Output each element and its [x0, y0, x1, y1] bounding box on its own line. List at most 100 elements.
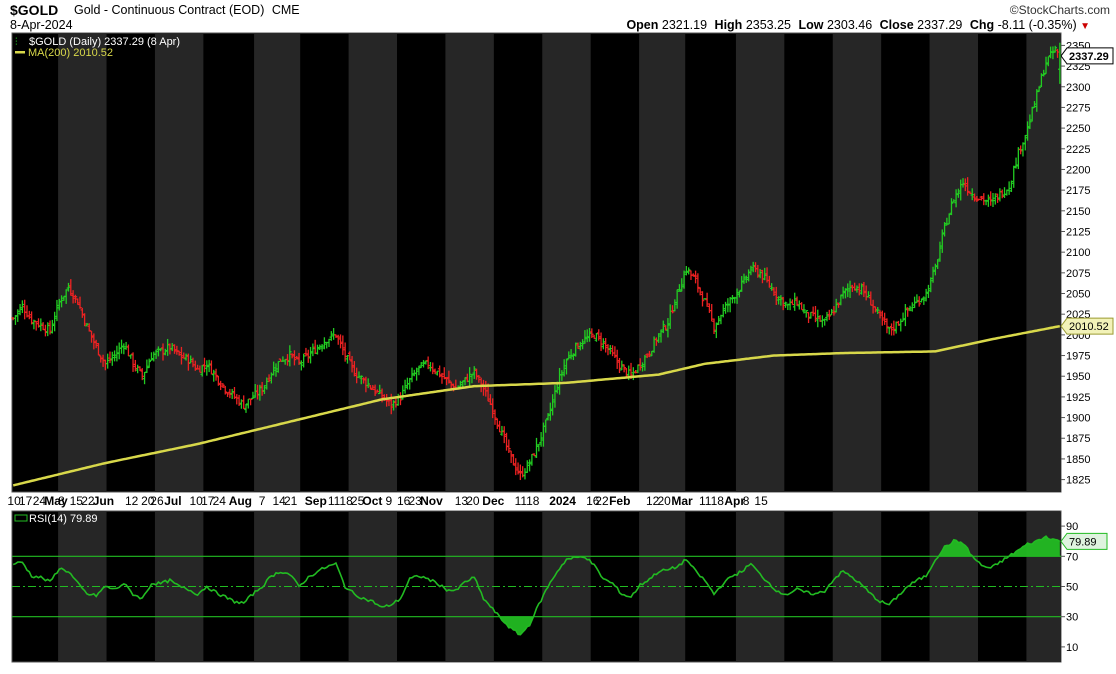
ohlc-bar: [200, 365, 205, 377]
ohlc-bar: [1007, 181, 1011, 195]
ohlc-bar: [301, 353, 306, 368]
ohlc-bar: [834, 298, 839, 313]
x-tick-label: 7: [259, 494, 266, 508]
ohlc-bar: [931, 266, 935, 283]
ohlc-bar: [509, 450, 513, 463]
ohlc-bar: [131, 352, 135, 372]
ohlc-bar: [1025, 121, 1030, 141]
chg-label: Chg: [969, 18, 995, 32]
ohlc-bar: [951, 199, 956, 203]
ohlc-bar: [862, 281, 866, 298]
ohlc-bar: [942, 222, 947, 237]
x-tick-label: 25: [351, 494, 365, 508]
ohlc-bar: [580, 339, 585, 350]
ohlc-bar: [45, 322, 50, 337]
ohlc-bar: [15, 309, 20, 322]
ohlc-bar: [776, 296, 781, 305]
ohlc-bar: [161, 343, 165, 361]
ohlc-bar: [527, 459, 532, 472]
ohlc-bar: [963, 178, 968, 192]
ohlc-bar: [78, 296, 82, 309]
ohlc-bar: [458, 380, 463, 388]
ohlc-bar: [1055, 48, 1060, 58]
ohlc-bar: [50, 319, 55, 334]
ohlc-bar: [859, 283, 864, 295]
price-badge-text: 2337.29: [1069, 51, 1109, 63]
ohlc-bar: [128, 354, 133, 359]
ohlc-bar: [739, 276, 744, 292]
ohlc-bar: [774, 286, 779, 305]
ohlc-bar: [85, 322, 89, 327]
ohlc-bar: [576, 342, 580, 349]
ohlc-bar: [216, 375, 221, 386]
ohlc-bar: [783, 301, 788, 308]
ohlc-bar: [211, 369, 216, 382]
stockcharts-brand[interactable]: ©StockCharts.com: [1009, 3, 1110, 17]
ohlc-bar: [306, 349, 311, 363]
ohlc-bar: [594, 332, 599, 342]
ohlc-bar: [919, 298, 924, 303]
ohlc-bar: [336, 334, 341, 345]
ohlc-bar: [140, 368, 145, 381]
ohlc-bar: [430, 362, 435, 375]
month-band: [154, 34, 204, 492]
ohlc-bar: [1014, 157, 1018, 169]
ohlc-bar: [258, 384, 262, 401]
ohlc-bar: [673, 299, 677, 312]
ohlc-bar: [39, 318, 43, 332]
ohlc-bar: [80, 307, 85, 318]
ohlc-bar: [292, 350, 297, 366]
ohlc-bar: [29, 311, 34, 325]
ohlc-bar: [845, 283, 850, 298]
ohlc-bar: [986, 194, 991, 207]
ohlc-bar: [133, 359, 138, 372]
x-tick-label: 26: [150, 494, 164, 508]
y-tick-label: 1825: [1066, 475, 1090, 487]
ohlc-bar: [905, 307, 910, 317]
ohlc-bar: [613, 346, 617, 359]
ohlc-bar: [1053, 45, 1058, 53]
x-tick-label: 14: [273, 494, 287, 508]
ohlc-bar: [578, 341, 583, 351]
ohlc-bar: [327, 338, 331, 347]
ohlc-bar: [297, 352, 301, 365]
ohlc-bar: [679, 278, 684, 292]
ohlc-bar: [193, 360, 198, 371]
legend-rsi-swatch: [14, 514, 28, 522]
ohlc-bar: [696, 273, 700, 293]
x-tick-label: 8: [743, 494, 750, 508]
ohlc-bar: [1000, 189, 1005, 199]
ohlc-bar: [262, 385, 267, 395]
ohlc-bar: [55, 299, 59, 322]
x-tick-label: Oct: [362, 494, 382, 508]
ohlc-bar: [147, 358, 151, 369]
ohlc-bar: [209, 360, 214, 375]
ohlc-bar: [640, 362, 645, 372]
ohlc-bar: [571, 353, 576, 361]
ohlc-bar: [975, 196, 979, 202]
ohlc-bar: [940, 229, 945, 253]
ohlc-bar: [908, 305, 912, 312]
ohlc-bar: [112, 350, 117, 362]
ohlc-bar: [371, 385, 375, 391]
ohlc-bar: [933, 263, 938, 276]
x-tick-label: 15: [70, 494, 84, 508]
ohlc-bar: [290, 353, 294, 359]
x-tick-label: 17: [201, 494, 215, 508]
ohlc-bar: [995, 193, 1000, 203]
y-tick-label: 2225: [1066, 144, 1090, 156]
x-tick-label: 2024: [549, 494, 576, 508]
ohlc-bar: [267, 374, 271, 383]
ohlc-bar: [311, 343, 315, 357]
ohlc-bar: [901, 312, 905, 322]
ohlc-bar: [917, 296, 922, 307]
month-band: [254, 34, 301, 492]
y-tick-label: 2075: [1066, 268, 1090, 280]
ohlc-bar: [647, 350, 652, 358]
y-tick-label: 2125: [1066, 226, 1090, 238]
x-tick-label: Mar: [671, 494, 693, 508]
x-tick-label: Apr: [724, 494, 745, 508]
y-tick-label: 2050: [1066, 289, 1090, 301]
ohlc-bar: [477, 374, 481, 383]
